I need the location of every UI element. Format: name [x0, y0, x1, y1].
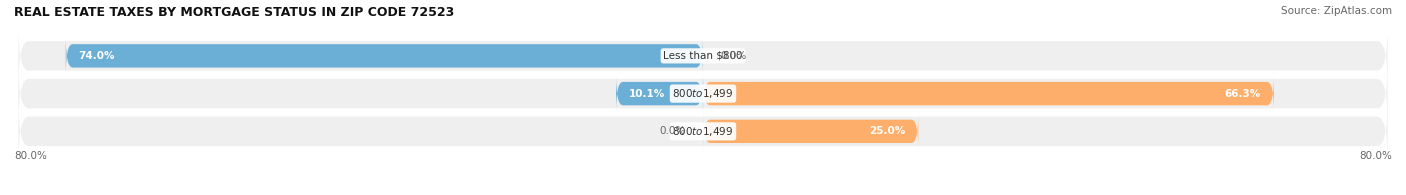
- Text: Less than $800: Less than $800: [664, 51, 742, 61]
- Text: 25.0%: 25.0%: [869, 126, 905, 136]
- FancyBboxPatch shape: [66, 37, 703, 74]
- Text: 66.3%: 66.3%: [1225, 89, 1261, 99]
- FancyBboxPatch shape: [18, 25, 1388, 86]
- Text: $800 to $1,499: $800 to $1,499: [672, 87, 734, 100]
- FancyBboxPatch shape: [703, 75, 1274, 112]
- Text: Source: ZipAtlas.com: Source: ZipAtlas.com: [1281, 6, 1392, 16]
- FancyBboxPatch shape: [18, 101, 1388, 162]
- Text: 80.0%: 80.0%: [14, 151, 46, 161]
- Text: 80.0%: 80.0%: [1360, 151, 1392, 161]
- Text: 0.0%: 0.0%: [720, 51, 747, 61]
- FancyBboxPatch shape: [616, 75, 703, 112]
- Text: 0.0%: 0.0%: [659, 126, 686, 136]
- FancyBboxPatch shape: [18, 63, 1388, 124]
- Text: 74.0%: 74.0%: [79, 51, 115, 61]
- Text: 10.1%: 10.1%: [628, 89, 665, 99]
- FancyBboxPatch shape: [703, 113, 918, 150]
- Text: REAL ESTATE TAXES BY MORTGAGE STATUS IN ZIP CODE 72523: REAL ESTATE TAXES BY MORTGAGE STATUS IN …: [14, 6, 454, 19]
- Text: $800 to $1,499: $800 to $1,499: [672, 125, 734, 138]
